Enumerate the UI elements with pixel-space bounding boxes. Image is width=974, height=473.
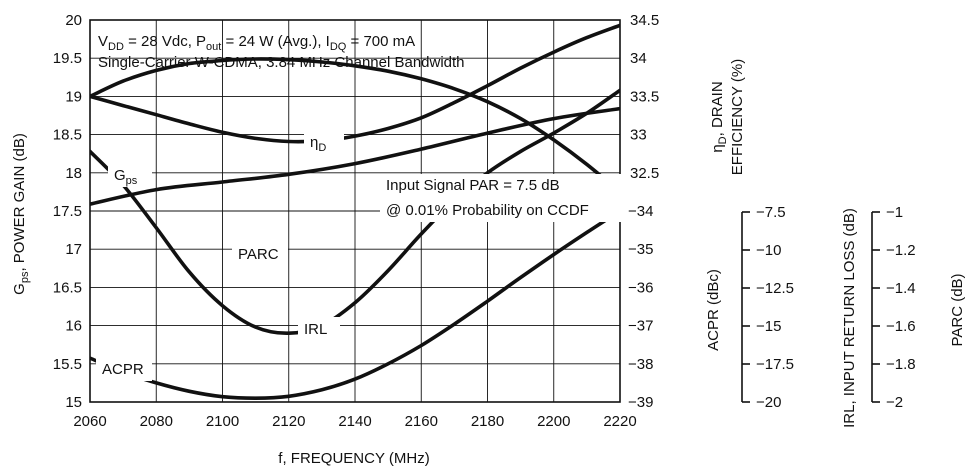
parc-axis-title: PARC (dB)	[949, 273, 966, 346]
irl-tick-label: −12.5	[756, 280, 794, 297]
left-tick-label: 15	[65, 394, 82, 411]
irl-tick-label: −10	[756, 242, 781, 259]
tick-labels: 2060 2080 2100 2120 2140 2160 2180 2200 2220 15 15…	[53, 12, 659, 430]
left-tick-label: 18	[65, 165, 82, 182]
curve-label-bg	[232, 242, 288, 266]
parc-tick-label: −2	[886, 394, 903, 411]
left-tick-label: 18.5	[53, 127, 82, 144]
acpr-tick-label: −34	[628, 203, 653, 220]
curve-label-irl: IRL	[304, 321, 327, 338]
left-tick-label: 19	[65, 88, 82, 105]
curve-label-bg	[96, 357, 152, 381]
x-tick-label: 2140	[338, 413, 371, 430]
left-tick-label: 17.5	[53, 203, 82, 220]
acpr-axis-title: ACPR (dBc)	[705, 269, 722, 351]
left-tick-label: 16.5	[53, 279, 82, 296]
par-annotation-2: @ 0.01% Probability on CCDF	[386, 202, 589, 219]
efficiency-tick-label: 32.5	[630, 165, 659, 182]
efficiency-tick-label: 33.5	[630, 88, 659, 105]
parc-tick-label: −1.2	[886, 242, 916, 259]
x-tick-label: 2080	[140, 413, 173, 430]
x-tick-label: 2220	[603, 413, 636, 430]
curves	[90, 23, 620, 400]
x-tick-label: 2120	[272, 413, 305, 430]
left-tick-label: 15.5	[53, 356, 82, 373]
conditions-text-2: Single-Carrier W-CDMA, 3.84 MHz Channel …	[98, 54, 465, 71]
acpr-tick-label: −39	[628, 394, 653, 411]
acpr-tick-label: −35	[628, 241, 653, 258]
curve-label-bg	[304, 130, 344, 154]
parc-tick-label: −1.8	[886, 356, 916, 373]
curve-label-parc: PARC	[238, 246, 279, 263]
acpr-tick-label: −38	[628, 356, 653, 373]
curve-label-bg	[298, 317, 340, 341]
left-tick-label: 19.5	[53, 50, 82, 67]
par-annotation-1: Input Signal PAR = 7.5 dB	[386, 177, 560, 194]
series-line-d	[90, 23, 620, 144]
series-line-acpr	[90, 209, 620, 400]
parc-tick-label: −1	[886, 204, 903, 221]
irl-tick-label: −15	[756, 318, 781, 335]
parc-tick-label: −1.4	[886, 280, 916, 297]
efficiency-axis-title-2: EFFICIENCY (%)	[729, 59, 746, 175]
curve-labels: ηD Gps PARC IRL ACPR	[96, 130, 344, 381]
x-tick-label: 2180	[471, 413, 504, 430]
efficiency-tick-label: 33	[630, 127, 647, 144]
x-axis-title: f, FREQUENCY (MHz)	[278, 450, 429, 467]
series-line-parc	[90, 57, 620, 194]
extra-scales: −20 −17.5 −15 −12.5 −10 −7.5 −2 −1.8 −1.6 −1.4 −1.…	[741, 204, 916, 411]
conditions-text-1: VDD = 28 Vdc, Pout = 24 W (Avg.), IDQ = …	[98, 33, 415, 53]
left-tick-label: 16	[65, 318, 82, 335]
x-tick-label: 2100	[206, 413, 239, 430]
left-tick-label: 17	[65, 241, 82, 258]
efficiency-tick-label: 34.5	[630, 12, 659, 29]
curve-label-d: ηD	[310, 134, 326, 154]
irl-tick-label: −20	[756, 394, 781, 411]
left-axis-title: Gps, POWER GAIN (dB)	[11, 133, 31, 295]
parc-tick-label: −1.6	[886, 318, 916, 335]
efficiency-tick-label: 34	[630, 50, 647, 67]
x-tick-label: 2060	[73, 413, 106, 430]
curve-label-gps: Gps	[114, 167, 138, 187]
series-line-irl	[90, 88, 620, 336]
par-annotation-bg	[380, 174, 622, 222]
series-line-gps	[90, 106, 620, 206]
left-tick-label: 20	[65, 12, 82, 29]
irl-tick-label: −17.5	[756, 356, 794, 373]
efficiency-axis-title-1: ηD, DRAIN	[709, 81, 729, 152]
irl-axis-title: IRL, INPUT RETURN LOSS (dB)	[841, 208, 858, 428]
curve-label-bg	[108, 163, 152, 187]
x-tick-label: 2200	[537, 413, 570, 430]
curve-label-acpr: ACPR	[102, 361, 144, 378]
irl-tick-label: −7.5	[756, 204, 786, 221]
acpr-tick-label: −36	[628, 279, 653, 296]
x-tick-label: 2160	[405, 413, 438, 430]
acpr-tick-label: −37	[628, 318, 653, 335]
